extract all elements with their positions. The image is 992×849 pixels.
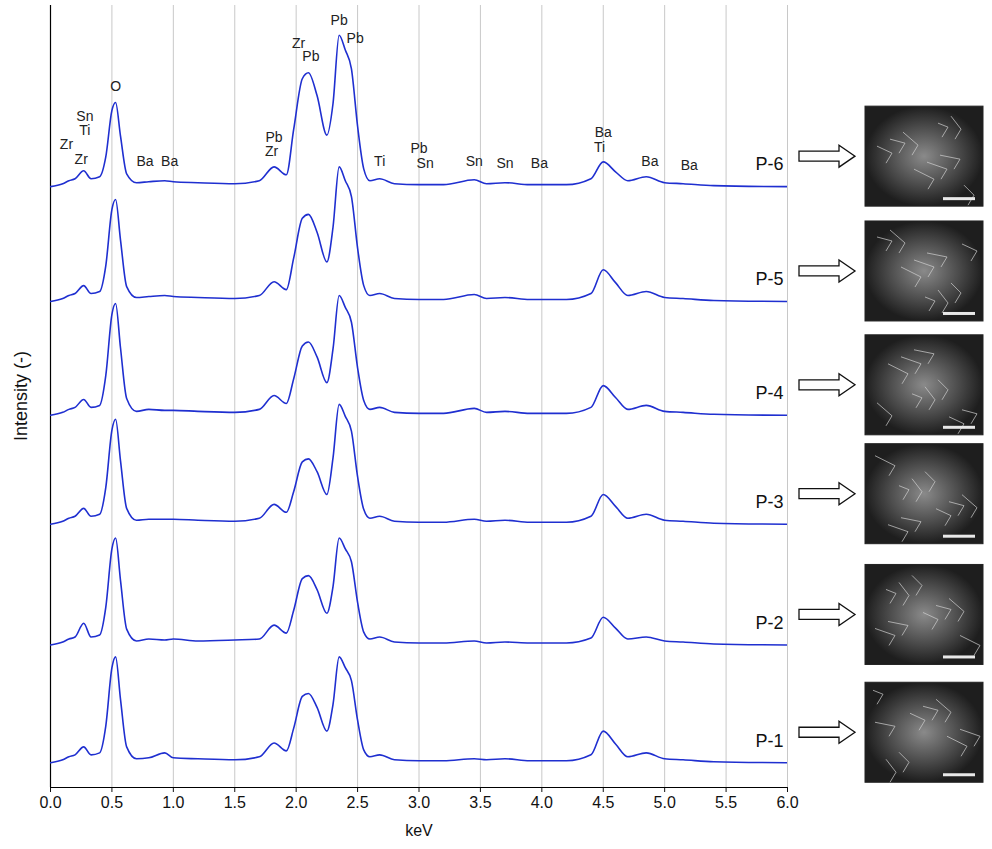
svg-text:Pb: Pb — [265, 129, 282, 145]
svg-text:Zr: Zr — [75, 151, 89, 167]
svg-text:keV: keV — [405, 822, 433, 839]
svg-text:4.0: 4.0 — [531, 794, 553, 811]
svg-text:Pb: Pb — [410, 140, 427, 156]
svg-text:0.5: 0.5 — [101, 794, 123, 811]
svg-text:O: O — [110, 78, 121, 94]
svg-text:5.5: 5.5 — [715, 794, 737, 811]
svg-text:Zr: Zr — [292, 34, 306, 51]
svg-text:3.0: 3.0 — [408, 794, 430, 811]
svg-text:1.5: 1.5 — [224, 794, 246, 811]
svg-text:P-4: P-4 — [755, 383, 783, 403]
svg-text:Ti: Ti — [594, 139, 605, 155]
svg-text:P-3: P-3 — [755, 492, 783, 512]
svg-text:P-5: P-5 — [755, 269, 783, 289]
svg-text:P-6: P-6 — [755, 154, 783, 174]
svg-text:Ba: Ba — [137, 153, 154, 169]
svg-text:3.5: 3.5 — [469, 794, 491, 811]
svg-text:Zr: Zr — [60, 136, 74, 152]
svg-text:Sn: Sn — [496, 155, 513, 171]
svg-text:2.5: 2.5 — [346, 794, 368, 811]
svg-text:Zr: Zr — [265, 143, 279, 159]
svg-text:P-2: P-2 — [755, 613, 783, 633]
svg-text:Intensity (-): Intensity (-) — [11, 351, 31, 441]
svg-text:Sn: Sn — [466, 153, 483, 169]
svg-text:Pb: Pb — [347, 30, 364, 46]
svg-text:1.0: 1.0 — [162, 794, 184, 811]
svg-text:2.0: 2.0 — [285, 794, 307, 811]
svg-text:0.0: 0.0 — [39, 794, 61, 811]
svg-text:Sn: Sn — [417, 155, 434, 171]
svg-text:P-1: P-1 — [755, 731, 783, 751]
svg-text:6.0: 6.0 — [776, 794, 798, 811]
svg-text:4.5: 4.5 — [592, 794, 614, 811]
svg-text:Ba: Ba — [531, 155, 548, 171]
svg-text:Ti: Ti — [374, 153, 385, 169]
svg-text:Ba: Ba — [161, 153, 178, 169]
svg-text:Ba: Ba — [595, 124, 612, 140]
svg-text:Ba: Ba — [641, 153, 658, 169]
svg-text:Pb: Pb — [302, 48, 319, 64]
svg-text:5.0: 5.0 — [654, 794, 676, 811]
svg-text:Ti: Ti — [79, 122, 90, 138]
svg-text:Sn: Sn — [76, 107, 94, 124]
svg-text:Pb: Pb — [331, 12, 348, 28]
svg-text:Ba: Ba — [681, 157, 698, 173]
